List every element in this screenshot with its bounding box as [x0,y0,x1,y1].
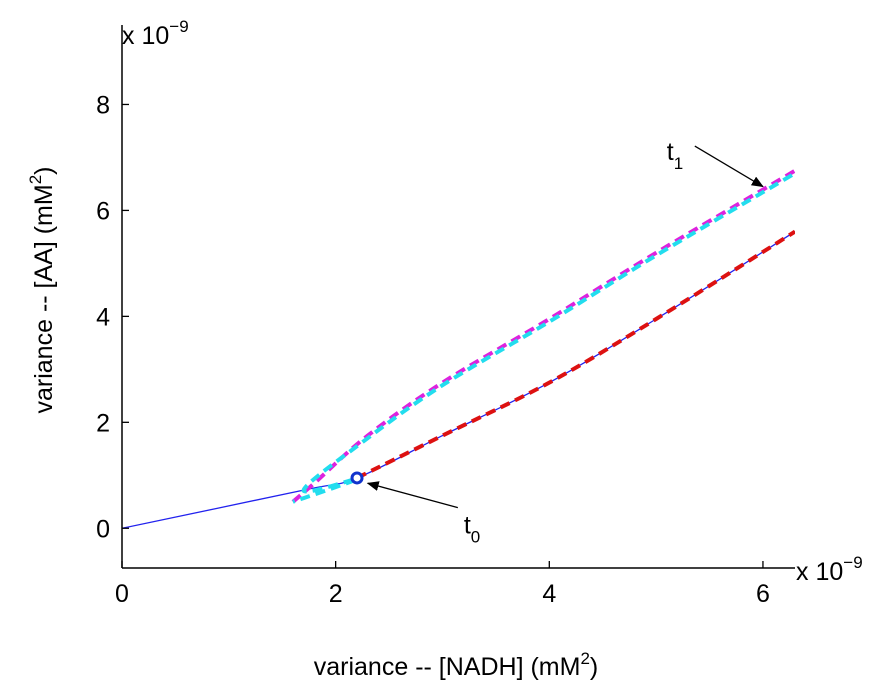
x-multiplier-exp: −9 [843,553,862,572]
y-tick-label: 2 [96,409,110,437]
annotation-t1-label: t1 [667,138,683,173]
y-multiplier-exp: −9 [169,17,188,36]
series-layer [122,168,795,529]
x-tick-label: 0 [115,580,129,608]
series-red-dashed-line [356,229,795,480]
series-magenta-dashed-line [291,168,795,504]
series-blue-trajectory-line [122,231,795,529]
y-tick-label: 6 [96,197,110,225]
y-multiplier: x 10−9 [122,17,189,50]
y-tick-label: 4 [96,303,110,331]
x-tick-label: 4 [542,580,556,608]
x-multiplier: x 10−9 [796,553,863,586]
annotation-t0-label: t0 [464,512,480,547]
y-tick-label: 0 [96,515,110,543]
y-axis-label: variance -- [AA] (mM2) [26,167,58,414]
ticks-layer: 0 2 4 6 0 2 4 6 8 [96,91,770,608]
y-tick-label: 8 [96,91,110,119]
annotation-t0-arrow [366,481,459,509]
x-tick-label: 2 [329,580,343,608]
annotation-t1-arrow [694,145,764,188]
x-tick-label: 6 [756,580,770,608]
t0-marker-point [350,471,364,485]
x-axis-label: variance -- [NADH] (mM2) [314,649,598,681]
annotation-layer: t0 t1 [366,138,764,547]
series-cyan-dashed-line [292,171,795,504]
